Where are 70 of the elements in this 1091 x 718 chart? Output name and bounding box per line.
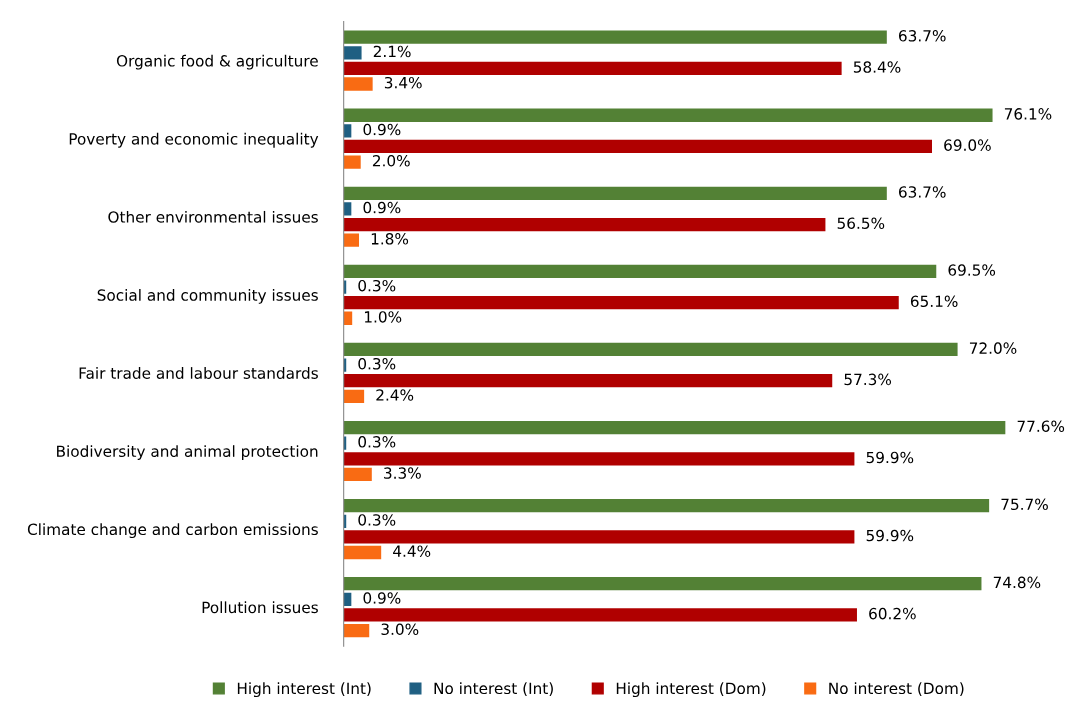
legend-label: No interest (Dom) [829, 682, 964, 696]
bar [343, 623, 370, 638]
data-label: 4.4% [393, 545, 431, 557]
data-label: 74.8% [993, 576, 1041, 589]
y-tick-label: Social and community issues [97, 289, 318, 304]
data-label: 0.9% [363, 123, 401, 136]
legend-label: High interest (Dom) [616, 682, 766, 698]
bar [343, 202, 352, 216]
legend-label: High interest (Int) [237, 682, 371, 698]
data-label: 59.9% [866, 529, 914, 542]
legend-label: No interest (Int) [434, 682, 553, 696]
y-tick-label: Organic food & agriculture [116, 54, 318, 70]
bar [343, 608, 857, 622]
bar [343, 61, 842, 76]
data-label: 72.0% [969, 342, 1017, 354]
bar [343, 420, 1006, 435]
bar [343, 530, 855, 544]
y-tick-label: Poverty and economic inequality [69, 132, 319, 148]
bar [343, 577, 982, 591]
bar [343, 217, 826, 232]
bar [343, 108, 993, 122]
data-label: 0.9% [363, 201, 401, 214]
bar [343, 155, 361, 169]
bar [343, 311, 353, 325]
data-label: 63.7% [898, 30, 946, 42]
data-label: 77.6% [1017, 420, 1065, 432]
bar [343, 296, 899, 310]
data-label: 3.4% [384, 76, 422, 89]
data-label: 69.0% [944, 139, 991, 151]
data-label: 1.0% [364, 311, 402, 323]
bar [343, 186, 887, 200]
bar [343, 374, 833, 388]
y-tick-label: Pollution issues [202, 601, 318, 614]
y-tick-label: Other environmental issues [108, 210, 318, 223]
data-label: 56.5% [837, 217, 885, 229]
bar [343, 233, 360, 247]
data-label: 2.1% [373, 45, 411, 58]
bar [343, 452, 855, 466]
data-label: 63.7% [898, 186, 946, 198]
data-label: 3.0% [381, 623, 419, 636]
data-label: 57.3% [844, 373, 892, 386]
bar [343, 545, 382, 560]
data-label: 76.1% [1004, 108, 1052, 120]
data-label: 2.0% [372, 154, 410, 167]
data-label: 69.5% [948, 264, 996, 276]
data-label: 0.3% [358, 514, 396, 526]
data-label: 75.7% [1001, 498, 1048, 511]
data-label: 0.3% [358, 357, 396, 370]
y-tick-label: Biodiversity and animal protection [57, 445, 318, 460]
bar [343, 264, 937, 279]
bar [343, 499, 990, 513]
bar [343, 467, 372, 482]
bar [343, 139, 933, 154]
bar [343, 46, 362, 60]
data-label: 1.8% [371, 233, 409, 245]
bar [343, 30, 887, 44]
data-label: 65.1% [910, 295, 958, 308]
data-label: 58.4% [853, 61, 901, 73]
y-tick-label: Climate change and carbon emissions [27, 523, 318, 539]
y-tick-label: Fair trade and labour standards [79, 367, 318, 379]
data-label: 0.3% [358, 279, 396, 292]
data-label: 59.9% [866, 451, 914, 464]
data-label: 2.4% [376, 389, 414, 401]
bar [343, 389, 365, 403]
data-label: 3.3% [384, 467, 421, 479]
data-label: 60.2% [869, 607, 916, 620]
bar [343, 342, 958, 357]
data-label: 0.9% [363, 592, 401, 604]
data-label: 0.3% [358, 436, 396, 448]
bar [343, 77, 373, 91]
